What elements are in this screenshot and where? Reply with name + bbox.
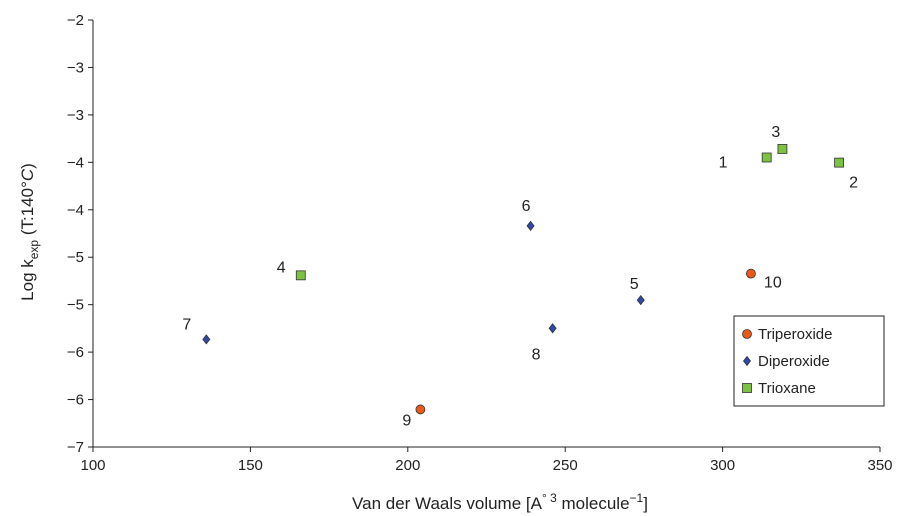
- y-axis-title: Log kexp (T:140°C): [18, 163, 41, 301]
- x-tick-label: 100: [80, 457, 105, 474]
- data-point: [415, 404, 426, 415]
- data-point: [636, 294, 645, 306]
- point-label: 8: [532, 346, 541, 363]
- x-tick-label: 350: [867, 457, 892, 474]
- legend: Triperoxide Diperoxide Trioxane: [733, 315, 885, 407]
- y-axis: −2 −3 −3 −4 −4 −5 −5 −6 −6 −7: [67, 12, 93, 456]
- legend-marker: [742, 383, 752, 393]
- plot-frame: [92, 20, 880, 448]
- x-axis-title: Van der Waals volume [A° 3 molecule−1]: [352, 491, 648, 513]
- data-point: [548, 323, 557, 334]
- data-point: [295, 270, 306, 281]
- y-tick-label: −5: [67, 297, 84, 314]
- data-point: [834, 157, 844, 168]
- x-axis: 100 150 200 250 300 350: [80, 447, 893, 474]
- point-label: 10: [764, 275, 782, 292]
- point-label: 4: [277, 259, 286, 276]
- point-labels: 9 10 7 6 8 5 4 1 3 2: [182, 124, 858, 429]
- y-tick-label: −3: [67, 59, 84, 76]
- legend-box: [733, 315, 885, 407]
- data-points: [202, 144, 844, 415]
- data-point: [761, 152, 772, 163]
- x-tick-label: 200: [395, 457, 420, 474]
- point-label: 3: [771, 124, 780, 141]
- legend-label: Trioxane: [758, 380, 816, 397]
- y-tick-label: −4: [67, 202, 84, 219]
- y-tick-label: −6: [67, 392, 84, 409]
- point-label: 6: [522, 198, 531, 215]
- point-label: 9: [402, 412, 411, 429]
- point-label: 5: [630, 276, 639, 293]
- y-tick-label: −4: [67, 154, 84, 171]
- point-label: 2: [849, 175, 858, 192]
- data-point: [202, 334, 211, 345]
- y-tick-label: −5: [67, 249, 84, 266]
- y-tick-label: −2: [67, 12, 84, 29]
- data-point: [777, 144, 788, 154]
- legend-label: Triperoxide: [758, 326, 832, 343]
- y-tick-label: −7: [67, 439, 84, 456]
- data-point: [526, 220, 535, 231]
- x-tick-label: 150: [238, 457, 263, 474]
- y-tick-label: −6: [67, 344, 84, 361]
- x-tick-label: 250: [553, 457, 578, 474]
- point-label: 1: [719, 154, 728, 171]
- y-tick-label: −3: [67, 107, 84, 124]
- x-tick-label: 300: [710, 457, 735, 474]
- legend-marker: [742, 329, 752, 339]
- legend-label: Diperoxide: [758, 353, 830, 370]
- legend-marker: [742, 355, 752, 367]
- data-point: [746, 268, 756, 279]
- point-label: 7: [182, 316, 191, 333]
